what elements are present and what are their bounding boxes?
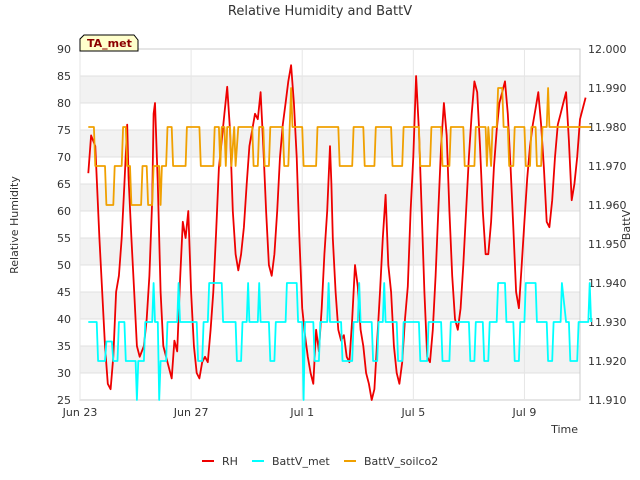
grid-band xyxy=(80,49,580,76)
right-tick-label: 11.960 xyxy=(588,199,627,212)
left-tick-label: 90 xyxy=(57,43,71,56)
series-line-battv-met xyxy=(88,282,592,401)
y-axis-label-left: Relative Humidity xyxy=(8,176,21,274)
left-tick-label: 70 xyxy=(57,151,71,164)
series-lines xyxy=(87,64,592,401)
legend-label: BattV_met xyxy=(272,455,330,468)
left-tick-label: 65 xyxy=(57,178,71,191)
station-tag: TA_met xyxy=(79,34,139,52)
legend-label: BattV_soilco2 xyxy=(364,455,438,468)
legend: RH BattV_met BattV_soilco2 xyxy=(202,455,438,468)
left-tick-label: 55 xyxy=(57,232,71,245)
left-tick-label: 60 xyxy=(57,205,71,218)
x-axis-label: Time xyxy=(550,423,578,436)
x-tick-label: Jul 9 xyxy=(512,406,537,419)
x-tick-label: Jun 27 xyxy=(173,406,209,419)
grid-band xyxy=(80,265,580,292)
right-tick-label: 11.930 xyxy=(588,316,627,329)
x-tick-label: Jul 5 xyxy=(400,406,425,419)
right-tick-label: 11.940 xyxy=(588,277,627,290)
left-axis-ticks: 25 30 35 40 45 50 55 60 65 70 75 80 85 90 xyxy=(57,43,71,407)
left-tick-label: 75 xyxy=(57,124,71,137)
station-tag-label: TA_met xyxy=(87,37,132,50)
right-tick-label: 11.910 xyxy=(588,394,627,407)
grid-band xyxy=(80,319,580,346)
left-tick-label: 30 xyxy=(57,367,71,380)
station-tag-box xyxy=(79,34,139,52)
right-tick-label: 11.920 xyxy=(588,355,627,368)
grid-band xyxy=(80,373,580,400)
right-tick-label: 11.950 xyxy=(588,238,627,251)
x-axis-ticks: Jun 23 Jun 27 Jul 1 Jul 5 Jul 9 xyxy=(62,49,537,419)
x-tick-label: Jul 1 xyxy=(289,406,314,419)
left-tick-label: 80 xyxy=(57,97,71,110)
legend-label: RH xyxy=(222,455,238,468)
grid-band xyxy=(80,76,580,103)
right-tick-label: 11.990 xyxy=(588,82,627,95)
grid-bands xyxy=(80,49,580,401)
right-tick-label: 11.970 xyxy=(588,160,627,173)
left-tick-label: 25 xyxy=(57,394,71,407)
left-tick-label: 40 xyxy=(57,313,71,326)
left-tick-label: 85 xyxy=(57,70,71,83)
right-tick-label: 12.000 xyxy=(588,43,627,56)
y-axis-label-right: BattV xyxy=(620,209,633,240)
x-tick-label: Jun 23 xyxy=(62,406,98,419)
left-tick-label: 45 xyxy=(57,286,71,299)
chart-title: Relative Humidity and BattV xyxy=(228,4,412,19)
right-tick-label: 11.980 xyxy=(588,121,627,134)
right-axis-ticks: 11.910 11.920 11.930 11.940 11.950 11.960 11.9… xyxy=(588,43,627,407)
left-tick-label: 35 xyxy=(57,340,71,353)
grid-band xyxy=(80,238,580,265)
left-tick-label: 50 xyxy=(57,259,71,272)
grid-band xyxy=(80,211,580,238)
series-line-battv-soilco2 xyxy=(88,87,592,206)
grid-band xyxy=(80,184,580,211)
grid-band xyxy=(80,346,580,373)
